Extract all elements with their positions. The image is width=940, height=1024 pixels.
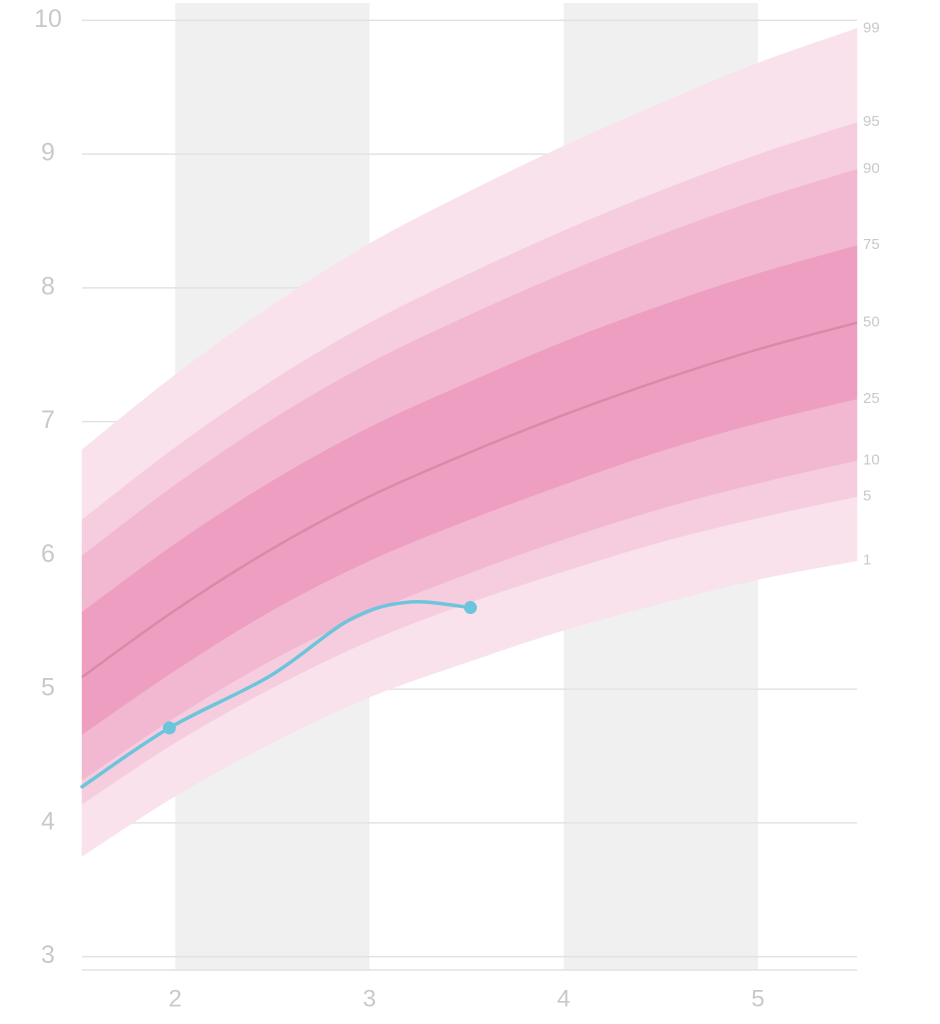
measurement-line <box>80 600 473 789</box>
percentile-label: 1 <box>863 552 871 569</box>
percentile-label: 99 <box>863 19 880 36</box>
y-tick-label: 7 <box>41 406 55 434</box>
median-line <box>81 321 858 679</box>
y-tick-label: 10 <box>34 5 62 33</box>
percentile-label: 25 <box>863 390 880 407</box>
percentile-label: 50 <box>863 314 880 331</box>
x-tick-label: 4 <box>557 985 570 1012</box>
percentile-band <box>81 28 858 520</box>
y-tick-label: 5 <box>41 674 55 702</box>
y-tick-label: 4 <box>41 807 55 835</box>
measurement-dot <box>162 721 176 735</box>
x-tick-label: 2 <box>169 985 182 1012</box>
measurement-dot <box>463 601 477 615</box>
y-tick-label: 6 <box>41 540 55 568</box>
percentile-label: 75 <box>863 236 880 253</box>
percentile-label: 5 <box>863 487 871 504</box>
percentile-label: 95 <box>863 113 880 130</box>
percentile-label: 10 <box>863 451 880 468</box>
x-tick-label: 5 <box>751 985 764 1012</box>
x-tick-label: 3 <box>363 985 376 1012</box>
percentile-label: 90 <box>863 160 880 177</box>
y-tick-label: 8 <box>41 272 55 300</box>
y-tick-label: 3 <box>41 941 55 969</box>
y-tick-label: 9 <box>41 139 55 167</box>
